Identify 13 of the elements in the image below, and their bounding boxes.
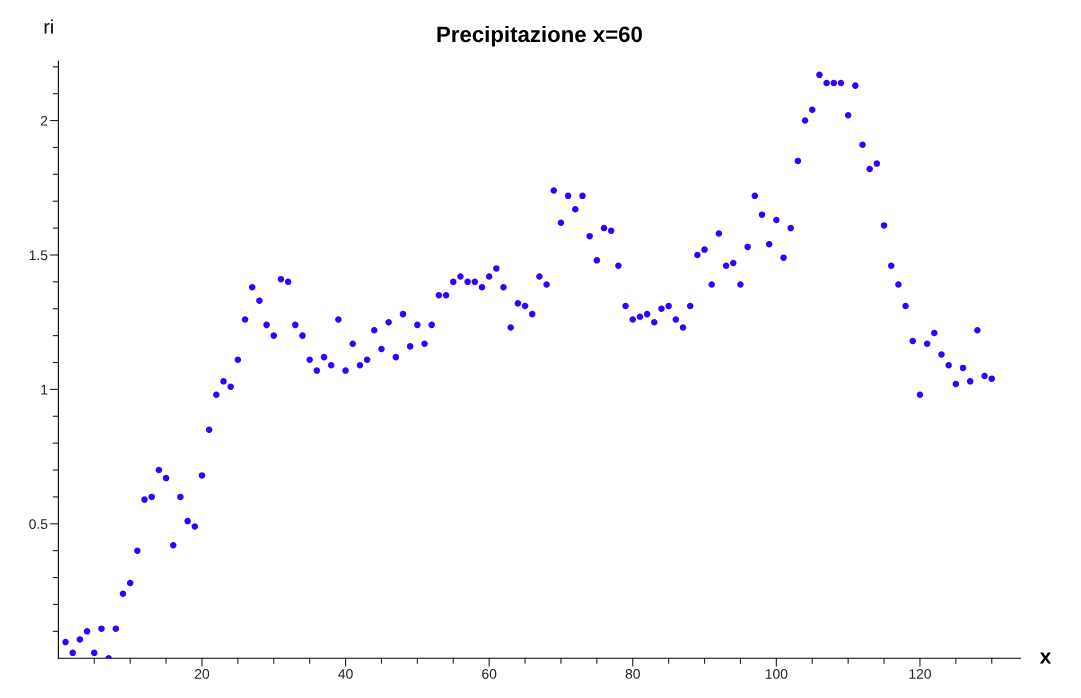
x-tick-label: 120 bbox=[909, 669, 931, 679]
x-tick-label: 60 bbox=[482, 669, 497, 679]
y-tick-label: 2 bbox=[40, 115, 48, 126]
x-tick-label: 100 bbox=[765, 669, 788, 679]
x-tick-label: 80 bbox=[625, 669, 640, 679]
x-axis-title: x bbox=[1039, 652, 1052, 664]
x-tick-label: 20 bbox=[194, 669, 210, 679]
x-tick-label: 40 bbox=[338, 669, 353, 679]
y-tick-label: 1 bbox=[41, 384, 48, 395]
chart-title: Precipitazione x=60 bbox=[437, 25, 642, 47]
y-axis-title: ri bbox=[44, 19, 53, 34]
y-tick-label: 1.5 bbox=[29, 250, 48, 261]
y-tick-label: 0.5 bbox=[29, 519, 48, 529]
